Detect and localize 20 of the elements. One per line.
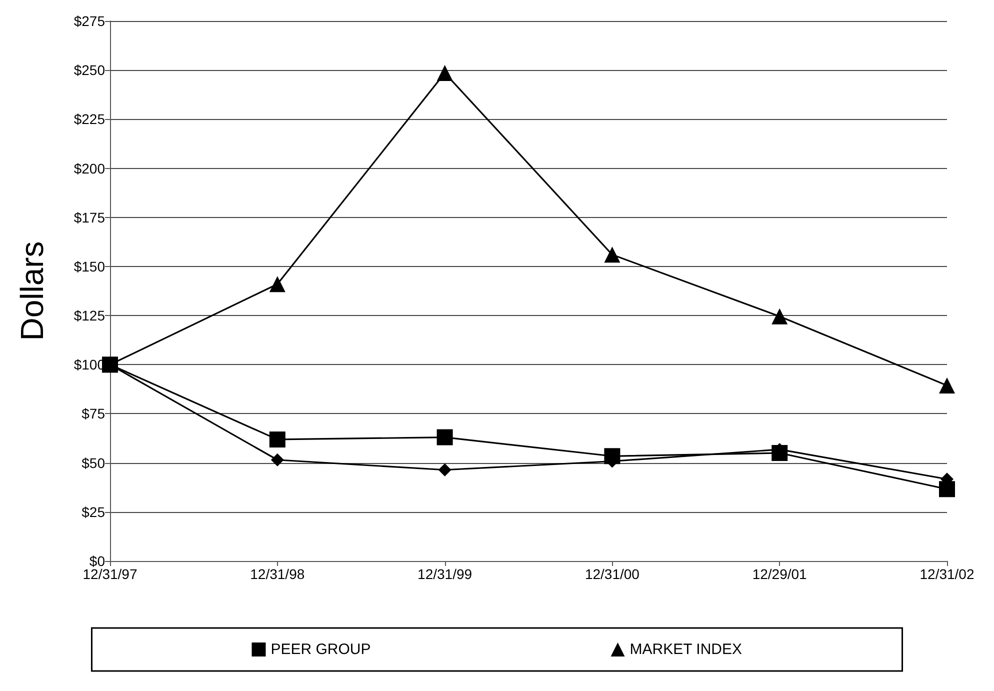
y-tick-label: $150 xyxy=(74,258,106,274)
y-tick-label: $25 xyxy=(82,504,106,520)
y-tick-label: $175 xyxy=(74,209,106,226)
x-tick-label: 12/31/00 xyxy=(584,566,640,582)
legend-label: PEER GROUP xyxy=(270,641,371,658)
x-tick-label: 12/31/98 xyxy=(250,566,305,582)
y-tick-label: $275 xyxy=(74,13,106,29)
y-tick-label: $125 xyxy=(74,308,106,324)
x-tick-label: 12/31/99 xyxy=(418,566,472,582)
x-tick-label: 12/31/97 xyxy=(82,566,138,582)
x-tick-label: 12/29/01 xyxy=(752,566,808,582)
y-tick-label: $200 xyxy=(74,160,106,176)
x-tick-label: 12/31/02 xyxy=(920,566,974,582)
y-tick-label: $225 xyxy=(74,111,106,128)
legend-label: MARKET INDEX xyxy=(630,641,742,658)
y-tick-label: $50 xyxy=(82,454,106,471)
y-tick-label: $250 xyxy=(74,62,106,78)
y-axis-title: Dollars xyxy=(14,241,50,341)
y-tick-label: $0 xyxy=(89,553,106,569)
y-tick-label: $75 xyxy=(82,406,106,422)
